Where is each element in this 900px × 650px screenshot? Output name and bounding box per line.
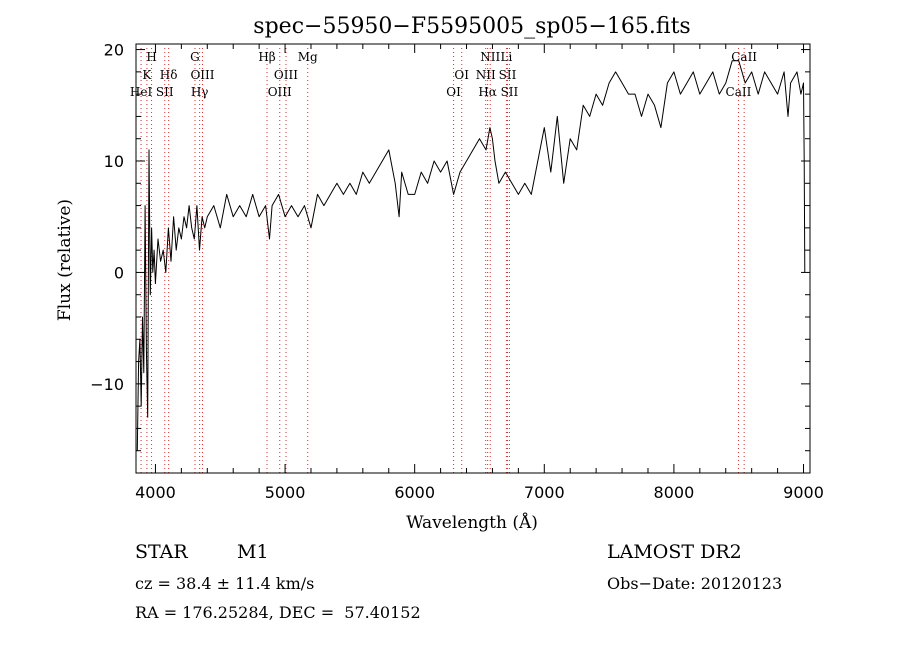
redshift-velocity: cz = 38.4 ± 11.4 km/s — [135, 574, 315, 593]
y-tick-label: −10 — [90, 375, 124, 394]
line-marker-label: SII — [499, 68, 517, 82]
line-marker-label: Mg — [298, 50, 318, 64]
chart-title: spec−55950−F5595005_sp05−165.fits — [253, 14, 690, 39]
y-tick-label: 20 — [104, 41, 124, 60]
line-marker-label: NII — [480, 50, 500, 64]
line-marker-label: CaII — [731, 50, 757, 64]
spectrum-series — [136, 60, 806, 451]
line-marker-label: Hβ — [258, 50, 275, 64]
line-marker-label: HeI — [130, 85, 153, 99]
x-axis-label: Wavelength (Å) — [406, 512, 538, 533]
line-marker-label: OIII — [274, 68, 298, 82]
plot-frame — [135, 43, 811, 474]
sky-coordinates: RA = 176.25284, DEC = 57.40152 — [135, 603, 421, 622]
y-tick-label: 10 — [104, 152, 124, 171]
observation-date: Obs−Date: 20120123 — [607, 574, 783, 593]
line-marker-label: OIII — [268, 85, 292, 99]
y-axis-label: Flux (relative) — [55, 199, 75, 321]
line-marker-label: OI — [446, 85, 461, 99]
line-marker-label: Li — [501, 50, 513, 64]
line-marker-label: SII — [501, 85, 519, 99]
plot-axes: 4000 5000 6000 7000 8000 9000 −10 0 10 20 — [90, 41, 824, 502]
line-marker-label: Hδ — [160, 68, 178, 82]
x-tick-label: 4000 — [135, 483, 176, 502]
object-class: STAR — [135, 541, 188, 563]
line-marker-label: NII — [476, 68, 496, 82]
x-tick-label: 6000 — [394, 483, 435, 502]
x-tick-label: 7000 — [524, 483, 565, 502]
spectrum-line — [136, 60, 806, 451]
survey-name: LAMOST DR2 — [607, 541, 742, 563]
line-marker-label: H — [146, 50, 156, 64]
x-tick-label: 9000 — [783, 483, 824, 502]
line-marker-label: Hγ — [191, 85, 209, 99]
y-tick-label: 0 — [114, 263, 124, 282]
x-tick-label: 8000 — [654, 483, 695, 502]
line-marker-label: K — [142, 68, 152, 82]
x-tick-label: 5000 — [265, 483, 306, 502]
line-marker-label: OIII — [190, 68, 214, 82]
line-marker-label: OI — [454, 68, 469, 82]
object-subclass: M1 — [237, 541, 269, 563]
line-marker-label: CaII — [726, 85, 752, 99]
line-marker-label: SII — [156, 85, 174, 99]
line-marker-label: Hα — [478, 85, 497, 99]
line-marker-label: G — [190, 50, 200, 64]
